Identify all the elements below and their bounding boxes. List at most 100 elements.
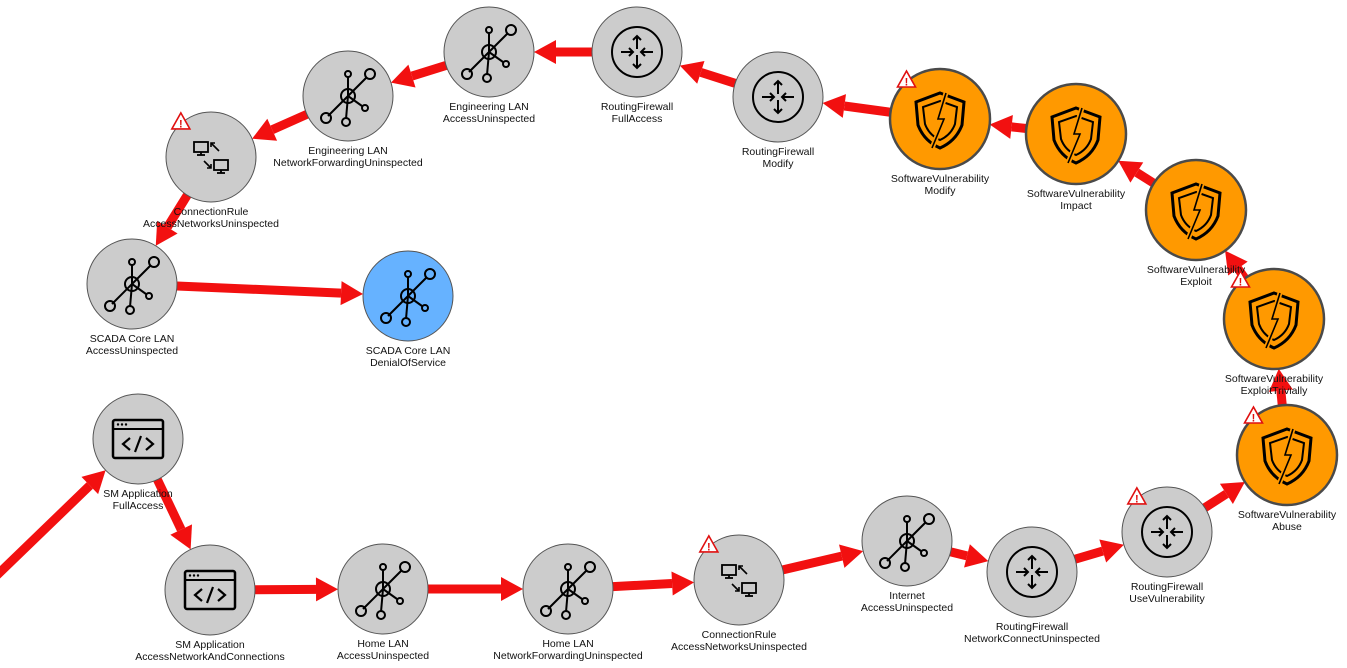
edge-line (1202, 490, 1229, 512)
node-label-line2: AccessNetworksUninspected (143, 218, 279, 230)
edge-arrowhead (340, 281, 364, 306)
edge-sv-impact-to-sv-modify (989, 114, 1027, 139)
node-sm-app-anc[interactable]: SM ApplicationAccessNetworkAndConnection… (135, 544, 285, 663)
node-label-line2: DenialOfService (370, 357, 446, 369)
node-label-line2: AccessUninspected (861, 602, 953, 614)
edge-arrowhead (964, 544, 989, 568)
node-eng-lan-forward[interactable]: Engineering LANNetworkForwardingUninspec… (273, 50, 423, 169)
svg-text:!: ! (707, 541, 711, 553)
node-label-line2: AccessNetworksUninspected (671, 641, 807, 653)
edge-arrowhead (155, 220, 178, 246)
node-circle[interactable] (165, 111, 257, 203)
node-label-line2: NetworkForwardingUninspected (273, 157, 423, 169)
edge-sv-abuse-to-sv-exploit-trivially (1268, 368, 1293, 406)
node-label-line1: SoftwareVulnerability (891, 173, 990, 185)
edge-arrowhead (252, 118, 278, 141)
edge-cr-top-to-scada-access (155, 192, 192, 246)
node-label-line1: SoftwareVulnerability (1147, 264, 1246, 276)
node-label-line2: FullAccess (113, 500, 164, 512)
edge-rf-modify-to-rf-fullaccess (679, 60, 737, 88)
node-label-line1: SM Application (175, 639, 245, 651)
node-circle[interactable] (986, 526, 1078, 618)
node-layer: Engineering LANAccessUninspectedRoutingF… (86, 6, 1339, 663)
node-circle[interactable] (1121, 486, 1213, 578)
edge-line (176, 281, 342, 298)
node-label-line2: AccessNetworkAndConnections (135, 651, 284, 663)
svg-text:!: ! (905, 77, 909, 89)
node-label-line1: Engineering LAN (308, 145, 387, 157)
edge-line (410, 61, 448, 81)
edge-line (781, 551, 843, 575)
edge-arrowhead (1219, 482, 1245, 504)
edge-arrowhead (679, 60, 705, 84)
edge-arrowhead (1225, 250, 1248, 276)
node-label-line1: RoutingFirewall (996, 621, 1068, 633)
node-label-line1: ConnectionRule (174, 206, 249, 218)
node-label-line2: Modify (925, 185, 957, 197)
edge-line (1276, 390, 1287, 406)
svg-text:!: ! (179, 118, 183, 130)
node-circle[interactable] (693, 534, 785, 626)
edge-line (270, 110, 309, 134)
node-circle[interactable] (164, 544, 256, 636)
edge-arrowhead (1118, 160, 1144, 183)
node-circle[interactable] (92, 393, 184, 485)
edge-sm-app-full-to-sm-app-anc (153, 477, 192, 550)
warning-icon: ! (1243, 405, 1264, 425)
node-label-line2: NetworkForwardingUninspected (493, 650, 643, 662)
edge-line (1073, 546, 1105, 564)
warning-icon: ! (170, 111, 192, 130)
node-label-line2: UseVulnerability (1129, 593, 1205, 605)
svg-text:!: ! (1239, 277, 1243, 289)
edge-home-lan-forward-to-cr-bottom (612, 571, 695, 596)
edge-sm-app-anc-to-home-lan-access (254, 577, 339, 602)
svg-text:!: ! (1135, 493, 1139, 505)
edge-line (699, 68, 737, 88)
edge-eng-lan-forward-to-cr-top (252, 110, 309, 141)
node-circle[interactable] (732, 51, 824, 143)
edge-arrowhead (534, 40, 556, 64)
svg-text:!: ! (1252, 413, 1256, 425)
edge-cr-bottom-to-internet (781, 544, 864, 575)
edge-line (163, 192, 192, 230)
node-label-line1: RoutingFirewall (601, 101, 673, 113)
warning-icon: ! (1126, 486, 1148, 505)
edge-arrowhead (315, 577, 339, 602)
node-label-line1: SoftwareVulnerability (1027, 188, 1126, 200)
edge-line (1134, 168, 1157, 188)
warning-icon: ! (698, 534, 720, 553)
edge-rf-netconnect-to-rf-usevuln (1073, 539, 1124, 564)
edge-arrowhead (989, 114, 1013, 139)
node-label-line1: RoutingFirewall (742, 146, 814, 158)
edge-arrowhead (170, 524, 192, 550)
edge-scada-access-to-scada-dos (176, 281, 364, 306)
node-label-line1: SCADA Core LAN (366, 345, 451, 357)
node-label-line2: AccessUninspected (443, 113, 535, 125)
edge-arrowhead (501, 577, 523, 601)
node-label-line2: FullAccess (612, 113, 663, 125)
edge-arrowhead (671, 571, 695, 596)
edge-line (153, 477, 186, 532)
node-label-line2: NetworkConnectUninspected (964, 633, 1100, 645)
node-label-line1: SM Application (103, 488, 173, 500)
node-label-line2: Abuse (1272, 521, 1302, 533)
node-circle[interactable] (591, 6, 683, 98)
